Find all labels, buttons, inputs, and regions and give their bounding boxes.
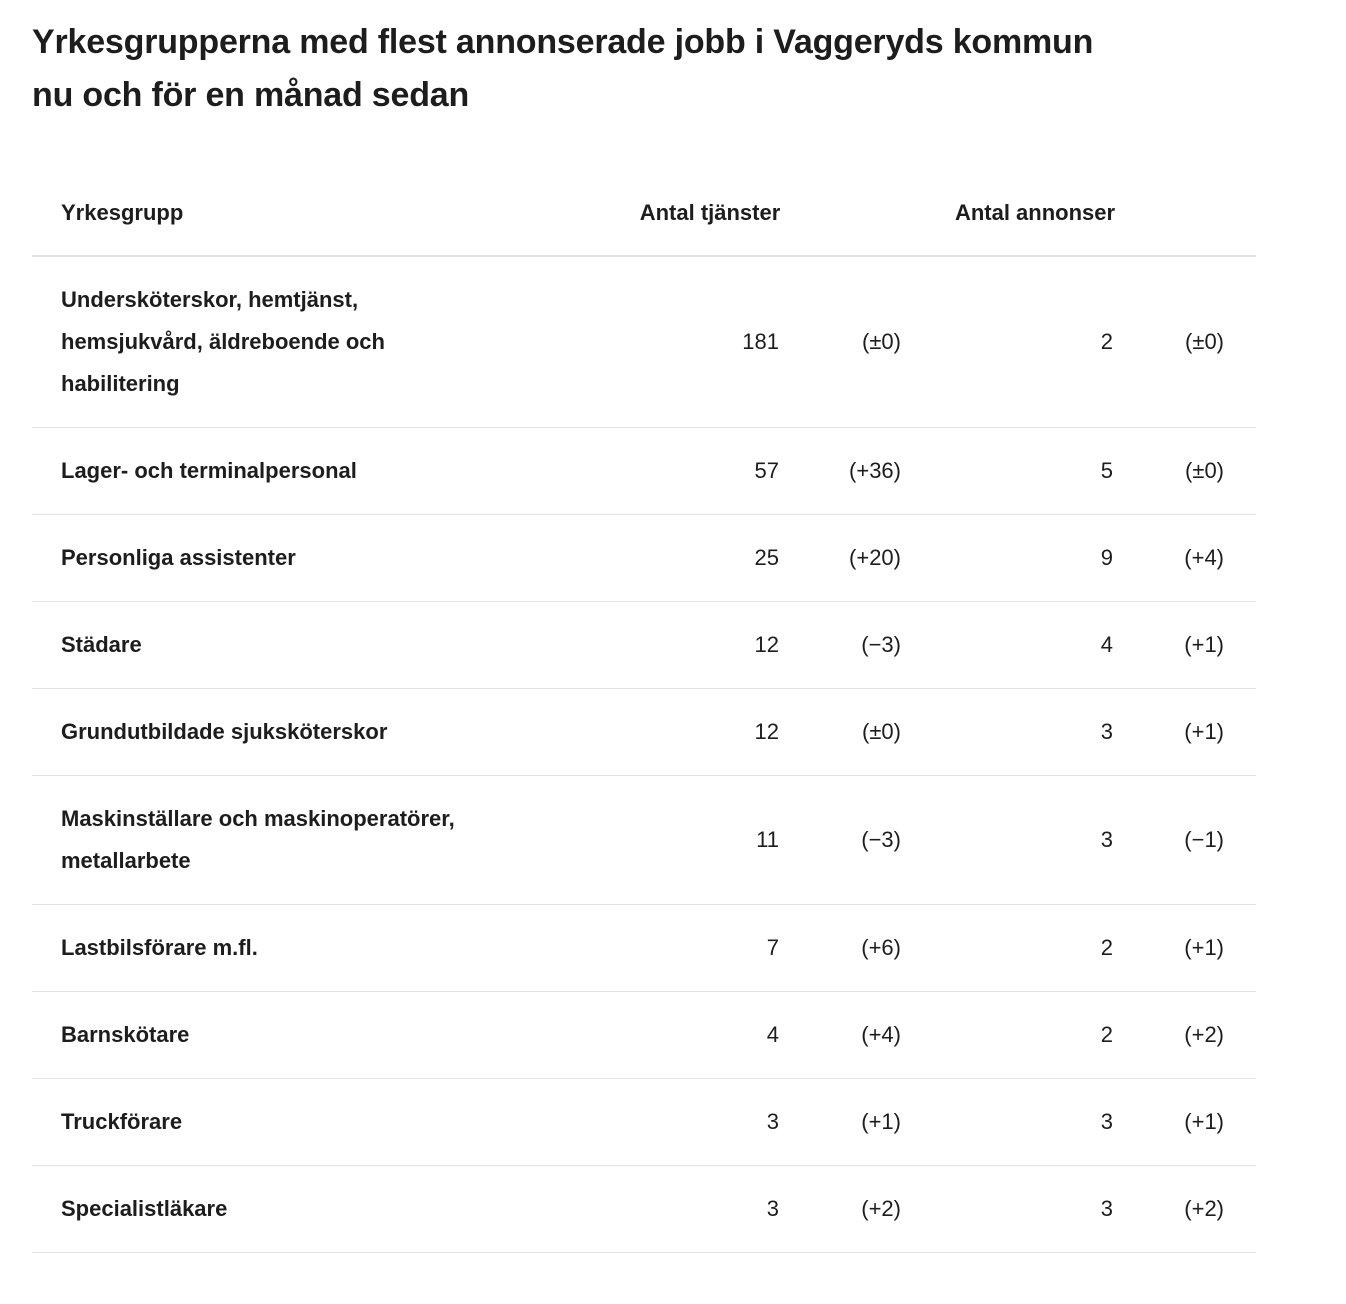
ads-count: 2 — [903, 256, 1113, 428]
header-ads: Antal annonser — [903, 170, 1257, 257]
ads-count: 3 — [903, 1165, 1113, 1253]
ads-change: (+1) — [1113, 904, 1257, 992]
ads-change: (+4) — [1113, 514, 1257, 602]
positions-count: 4 — [539, 991, 779, 1079]
occupation-name: Truckförare — [32, 1078, 539, 1166]
positions-count: 181 — [539, 256, 779, 428]
positions-count: 25 — [539, 514, 779, 602]
table-row: Maskinställare och maskinoperatörer, met… — [32, 775, 1257, 905]
table-body: Undersköterskor, hemtjänst, hemsjukvård,… — [32, 256, 1257, 1253]
header-row: Yrkesgrupp Antal tjänster Antal annonser — [32, 170, 1257, 257]
positions-count: 12 — [539, 688, 779, 776]
ads-change: (+1) — [1113, 601, 1257, 689]
ads-change: (±0) — [1113, 256, 1257, 428]
positions-change: (±0) — [779, 688, 903, 776]
table-row: Personliga assistenter 25 (+20) 9 (+4) — [32, 514, 1257, 602]
ads-count: 2 — [903, 991, 1113, 1079]
occupation-name: Personliga assistenter — [32, 514, 539, 602]
positions-count: 12 — [539, 601, 779, 689]
ads-change: (+1) — [1113, 1078, 1257, 1166]
positions-change: (+1) — [779, 1078, 903, 1166]
jobs-table: Yrkesgrupp Antal tjänster Antal annonser… — [32, 170, 1257, 1253]
positions-change: (+2) — [779, 1165, 903, 1253]
table-row: Grundutbildade sjuksköterskor 12 (±0) 3 … — [32, 688, 1257, 776]
table-row: Städare 12 (−3) 4 (+1) — [32, 601, 1257, 689]
occupation-name: Maskinställare och maskinoperatörer, met… — [32, 775, 539, 905]
table-row: Truckförare 3 (+1) 3 (+1) — [32, 1078, 1257, 1166]
ads-change: (+2) — [1113, 1165, 1257, 1253]
table-row: Barnskötare 4 (+4) 2 (+2) — [32, 991, 1257, 1079]
positions-change: (+20) — [779, 514, 903, 602]
ads-count: 5 — [903, 427, 1113, 515]
positions-change: (±0) — [779, 256, 903, 428]
positions-change: (+4) — [779, 991, 903, 1079]
table-header: Yrkesgrupp Antal tjänster Antal annonser — [32, 170, 1257, 257]
positions-change: (−3) — [779, 601, 903, 689]
positions-count: 3 — [539, 1078, 779, 1166]
ads-change: (−1) — [1113, 775, 1257, 905]
page-title: Yrkesgrupperna med flest annonserade job… — [32, 23, 1094, 114]
ads-count: 3 — [903, 688, 1113, 776]
ads-count: 9 — [903, 514, 1113, 602]
positions-count: 3 — [539, 1165, 779, 1253]
occupation-name: Undersköterskor, hemtjänst, hemsjukvård,… — [32, 256, 539, 428]
ads-change: (+1) — [1113, 688, 1257, 776]
table-row: Undersköterskor, hemtjänst, hemsjukvård,… — [32, 256, 1257, 428]
positions-change: (−3) — [779, 775, 903, 905]
ads-count: 3 — [903, 1078, 1113, 1166]
occupation-name: Städare — [32, 601, 539, 689]
positions-count: 11 — [539, 775, 779, 905]
table-row: Lager- och terminalpersonal 57 (+36) 5 (… — [32, 427, 1257, 515]
positions-count: 7 — [539, 904, 779, 992]
positions-change: (+6) — [779, 904, 903, 992]
ads-change: (+2) — [1113, 991, 1257, 1079]
header-occupation: Yrkesgrupp — [32, 170, 539, 257]
ads-count: 4 — [903, 601, 1113, 689]
table-row: Specialistläkare 3 (+2) 3 (+2) — [32, 1165, 1257, 1253]
occupation-name: Grundutbildade sjuksköterskor — [32, 688, 539, 776]
positions-count: 57 — [539, 427, 779, 515]
header-positions: Antal tjänster — [539, 170, 903, 257]
occupation-name: Specialistläkare — [32, 1165, 539, 1253]
occupation-name: Lastbilsförare m.fl. — [32, 904, 539, 992]
ads-count: 2 — [903, 904, 1113, 992]
occupation-name: Lager- och terminalpersonal — [32, 427, 539, 515]
ads-change: (±0) — [1113, 427, 1257, 515]
occupation-name: Barnskötare — [32, 991, 539, 1079]
ads-count: 3 — [903, 775, 1113, 905]
table-row: Lastbilsförare m.fl. 7 (+6) 2 (+1) — [32, 904, 1257, 992]
positions-change: (+36) — [779, 427, 903, 515]
